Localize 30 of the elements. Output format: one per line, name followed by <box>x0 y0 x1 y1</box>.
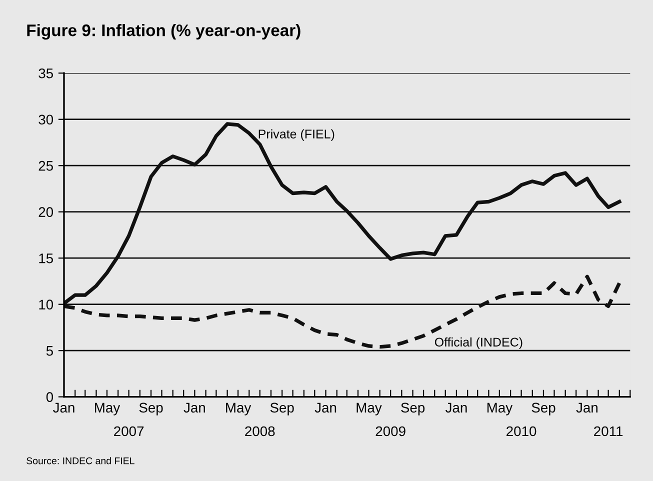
x-tick-label: Sep <box>139 402 163 416</box>
x2-tick-label: 2010 <box>506 426 536 436</box>
x2-tick-label: 2011 <box>594 426 623 436</box>
y-tick-label: 5 <box>46 346 53 356</box>
x-tick-label: May <box>487 402 513 416</box>
x-tick-label: Jan <box>184 402 205 413</box>
x2-tick-label: 2009 <box>376 426 406 436</box>
x-tick-label: May <box>226 402 252 416</box>
x-tick-label: May <box>356 402 382 416</box>
series-label: Official (INDEC) <box>434 337 522 350</box>
x-tick-label: Jan <box>53 402 74 413</box>
x-tick-label: Sep <box>401 402 425 416</box>
y-tick-label: 35 <box>38 68 53 78</box>
x-tick-label: Sep <box>532 402 556 416</box>
y-tick-label: 30 <box>38 114 54 125</box>
y-tick-label: 10 <box>39 300 54 310</box>
x-tick-label: May <box>94 402 120 416</box>
x-tick-label: Jan <box>576 402 598 413</box>
x2-tick-label: 2008 <box>245 426 275 436</box>
x-tick-label: Sep <box>270 402 294 416</box>
y-tick-label: 15 <box>39 254 53 264</box>
y-tick-label: 25 <box>38 160 53 171</box>
x2-tick-label: 2007 <box>114 426 144 436</box>
y-tick-label: 20 <box>38 207 54 218</box>
y-tick-label: 0 <box>46 392 54 402</box>
x-tick-label: Jan <box>445 402 467 413</box>
series-label: Private (FIEL) <box>258 129 334 141</box>
x-tick-label: Jan <box>314 402 336 413</box>
chart-title: Figure 9: Inflation (% year-on-year) <box>27 24 300 40</box>
source-note: Source: INDEC and FIEL <box>26 457 134 464</box>
